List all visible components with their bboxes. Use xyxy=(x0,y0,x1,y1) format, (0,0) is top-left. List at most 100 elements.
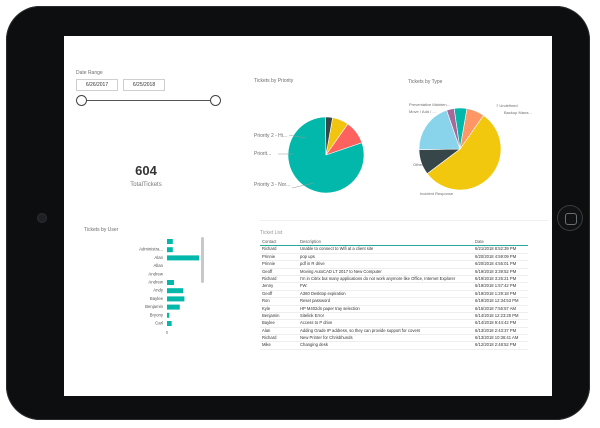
type-label-move-add: Move / Add / ... xyxy=(409,109,436,114)
type-label-incident: Incident Response xyxy=(420,191,454,196)
description-cell: Access to P drive xyxy=(300,320,333,326)
contact-cell: Ron xyxy=(262,298,270,304)
table-row[interactable]: Mike Changing desk 6/12/2018 2:48:52 PM xyxy=(260,342,528,350)
table-row[interactable]: Ron Reset password 6/19/2018 12:34:53 PM xyxy=(260,298,528,306)
date-slider-track[interactable] xyxy=(80,100,217,101)
bar-category-label: Baylee xyxy=(150,296,164,301)
date-range-title: Date Range xyxy=(76,70,103,76)
user-chart-title: Tickets by User xyxy=(84,227,119,233)
date-slider-end-handle[interactable] xyxy=(210,95,221,106)
bar-alan[interactable] xyxy=(167,255,199,261)
contact-cell: Jenny xyxy=(262,283,274,289)
table-row[interactable]: Benjamin Sitelink Error 6/14/2018 12:23:25… xyxy=(260,312,528,321)
table-row[interactable]: Alan Adding Grade IP address, so they can… xyxy=(260,327,528,336)
date-cell: 6/20/2018 4:59:09 PM xyxy=(475,253,517,259)
bar-category-label: Carl xyxy=(155,321,163,326)
description-cell: I'm in Citrix but many applications do n… xyxy=(300,275,456,281)
contact-cell: Richard xyxy=(262,275,277,281)
type-label-other: Other xyxy=(413,162,424,167)
description-cell: pop ups xyxy=(300,253,315,259)
description-cell: Moving AutoCAD LT 2017 to New Computer xyxy=(300,268,382,274)
total-tickets-value: 604 xyxy=(135,163,157,178)
bar-category-label: Allan xyxy=(153,263,163,268)
bar-blank[interactable] xyxy=(167,239,173,244)
column-header-description[interactable]: Description xyxy=(300,239,321,244)
bar-benjamin[interactable] xyxy=(167,304,180,310)
table-row[interactable]: Prinnie pop ups 6/20/2018 4:59:09 PM xyxy=(260,253,528,262)
type-label-preventative: Preventative Mainten... xyxy=(409,102,450,107)
description-cell: Reset password xyxy=(300,298,331,304)
user-chart-scrollbar[interactable] xyxy=(201,237,204,283)
ticket-list-header: Contact Description Date xyxy=(260,239,528,247)
table-row[interactable]: Richard New Printer for Chrisbhunds 6/13/2… xyxy=(260,335,528,343)
bar-category-label: Administra... xyxy=(139,247,163,252)
date-cell: 6/21/2018 8:52:39 PM xyxy=(475,246,517,252)
table-row[interactable]: Prinnie pdf in R drive 6/20/2018 4:55:01 P… xyxy=(260,261,528,269)
description-cell: FW: xyxy=(300,283,308,289)
contact-cell: Geoff xyxy=(262,290,273,296)
bar-andrew[interactable] xyxy=(167,280,174,285)
priority-label-high: Priority 2 - Hi... xyxy=(254,133,288,139)
contact-cell: Geoff xyxy=(262,268,273,274)
bar-category-label: Andrew xyxy=(148,280,163,285)
total-tickets-caption: TotalTickets xyxy=(130,182,162,188)
user-bar-chart[interactable]: Administra... Alan Allan Andrew Andrew Andy Ba… xyxy=(74,234,199,352)
bar-category-label: Andrew xyxy=(148,271,163,276)
contact-cell: Mike xyxy=(262,342,271,348)
priority-chart-title: Tickets by Priority xyxy=(254,78,294,84)
contact-cell: Richard xyxy=(262,246,277,252)
type-slice-backup-mana[interactable] xyxy=(459,108,484,150)
date-cell: 6/19/2018 1:57:42 PM xyxy=(475,283,517,289)
priority-label-normal: Priority 3 - Nor... xyxy=(254,182,291,188)
table-row[interactable]: Geoff A360 Desktop expiration 6/19/2018 1:… xyxy=(260,290,528,299)
type-slice-incident-response[interactable] xyxy=(426,114,502,191)
description-cell: pdf in R drive xyxy=(300,261,325,267)
contact-cell: Prinnie xyxy=(262,253,276,259)
bar-andy[interactable] xyxy=(167,288,184,294)
description-cell: HP M402dn paper tray selection xyxy=(300,305,360,311)
description-cell: Sitelink Error xyxy=(300,312,324,318)
description-cell: New Printer for Chrisbhunds xyxy=(300,335,353,341)
description-cell: Changing desk xyxy=(300,342,328,348)
bar-bryony[interactable] xyxy=(167,312,170,318)
type-pie-chart[interactable] xyxy=(404,96,552,206)
column-header-contact[interactable]: Contact xyxy=(262,239,277,244)
bar-administra-[interactable] xyxy=(167,247,173,253)
contact-cell: Alan xyxy=(262,327,271,333)
table-row[interactable]: Baylee Access to P drive 6/14/2018 9:44:42… xyxy=(260,320,528,328)
contact-cell: Benjamin xyxy=(262,312,280,318)
priority-slice-other[interactable] xyxy=(325,116,333,156)
start-date-input[interactable]: 6/26/2017 xyxy=(76,79,118,91)
description-cell: Unable to connect to Wifi at a client si… xyxy=(300,246,374,252)
description-cell: Adding Grade IP address, so they can pro… xyxy=(300,327,421,333)
table-row[interactable]: Richard I'm in Citrix but many applicatio… xyxy=(260,275,528,284)
type-label-undefined: ? Undefined xyxy=(496,103,518,108)
x-axis-tick: 0 xyxy=(166,330,169,335)
home-button[interactable] xyxy=(557,205,583,231)
date-cell: 6/15/2018 7:55:57 AM xyxy=(475,305,516,311)
bar-baylee[interactable] xyxy=(167,296,185,302)
tablet-frame: Date Range 6/26/2017 6/25/2018 604 Total… xyxy=(6,6,590,420)
ticket-list-table: Contact Description Date Richard Unable t… xyxy=(260,239,528,350)
date-slider-start-handle[interactable] xyxy=(76,95,87,106)
table-row[interactable]: Richard Unable to connect to Wifi at a cl… xyxy=(260,246,528,254)
ticket-list-title: Ticket List xyxy=(260,230,283,236)
date-cell: 6/19/2018 3:26:21 PM xyxy=(475,275,517,281)
bar-carl[interactable] xyxy=(167,321,172,326)
bar-category-label: Benjamin xyxy=(145,304,164,309)
table-row[interactable]: Geoff Moving AutoCAD LT 2017 to New Compu… xyxy=(260,269,528,276)
contact-cell: Kyle xyxy=(262,305,271,311)
column-header-date[interactable]: Date xyxy=(475,239,484,244)
table-row[interactable]: Jenny FW: 6/19/2018 1:57:42 PM xyxy=(260,283,528,291)
bar-category-label: Andy xyxy=(153,288,164,293)
priority-pie-chart[interactable] xyxy=(244,91,364,196)
dashboard-screen: Date Range 6/26/2017 6/25/2018 604 Total… xyxy=(64,36,552,396)
date-cell: 6/14/2018 12:23:25 PM xyxy=(475,312,519,318)
bar-category-label: Bryony xyxy=(150,312,164,317)
end-date-input[interactable]: 6/25/2018 xyxy=(123,79,165,91)
date-cell: 6/13/2018 2:43:37 PM xyxy=(475,327,517,333)
contact-cell: Richard xyxy=(262,335,277,341)
table-row[interactable]: Kyle HP M402dn paper tray selection 6/15/2… xyxy=(260,306,528,313)
date-cell: 6/19/2018 12:34:53 PM xyxy=(475,298,519,304)
bar-category-label: Alan xyxy=(154,255,163,260)
